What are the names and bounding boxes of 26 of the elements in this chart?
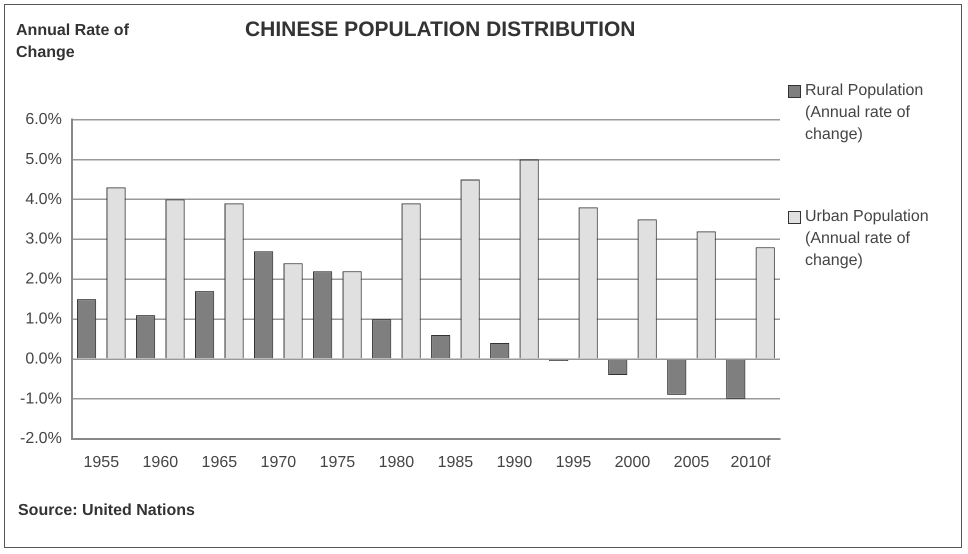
x-tick-label: 1970	[260, 454, 296, 471]
x-tick-label: 2005	[674, 454, 710, 471]
legend-label: Rural Population (Annual rate of change)	[805, 81, 924, 145]
y-axis-title: Annual Rate of Change	[16, 21, 130, 63]
x-tick-label: 1980	[378, 454, 414, 471]
y-tick-label: 4.0%	[25, 190, 62, 208]
x-tick-label: 2010f	[730, 454, 772, 471]
y-tick-label: -1.0%	[20, 390, 62, 408]
x-tick-label: 1960	[142, 454, 178, 471]
y-tick-label: 3.0%	[25, 230, 62, 248]
x-tick-label: 1995	[556, 454, 592, 471]
y-tick-label: 5.0%	[25, 150, 62, 168]
y-tick-label: 1.0%	[25, 310, 62, 328]
y-tick-label: 0.0%	[25, 350, 62, 368]
y-tick-label: 2.0%	[25, 270, 62, 288]
y-tick-label: 6.0%	[25, 111, 62, 128]
x-tick-label: 1985	[438, 454, 474, 471]
source-note: Source: United Nations	[18, 502, 195, 520]
x-tick-label: 1965	[202, 454, 238, 471]
legend-label: Urban Population (Annual rate of change)	[805, 207, 930, 271]
x-tick-label: 1990	[496, 454, 532, 471]
x-tick-label: 1955	[84, 454, 120, 471]
chart-title: CHINESE POPULATION DISTRIBUTION	[245, 18, 636, 42]
x-tick-label: 2000	[614, 454, 650, 471]
x-tick-label: 1975	[320, 454, 356, 471]
y-tick-label: -2.0%	[20, 430, 62, 448]
